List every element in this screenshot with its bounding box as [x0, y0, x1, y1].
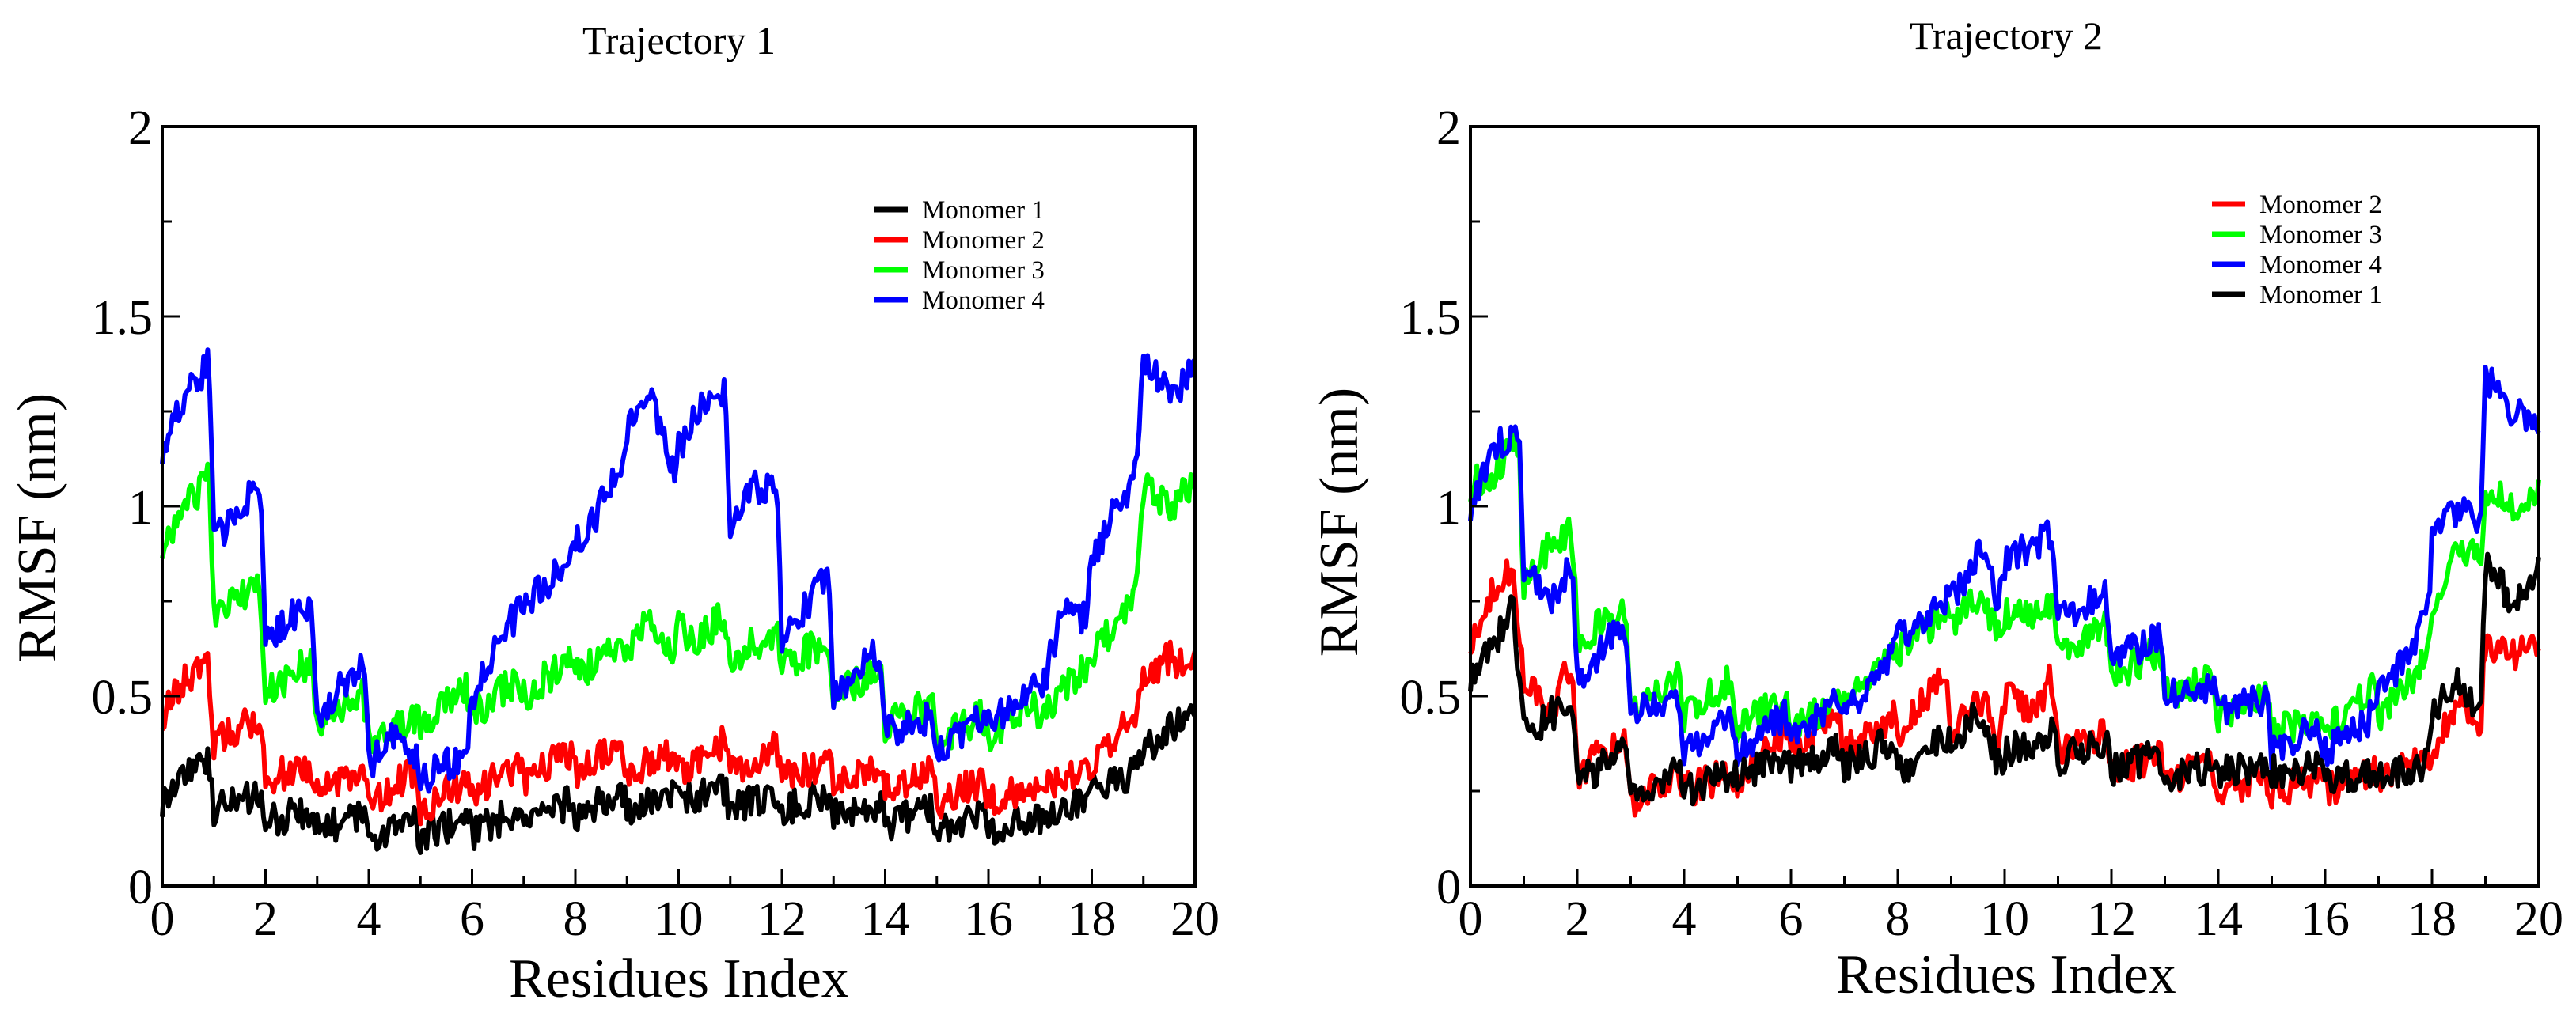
x-tick-label: 4 — [357, 892, 381, 946]
series-line-monomer-3 — [1468, 429, 2541, 752]
x-tick-label: 6 — [460, 892, 484, 946]
x-tick-label: 0 — [150, 892, 175, 946]
x-tick-label: 4 — [1672, 892, 1697, 946]
x-tick-label: 14 — [2194, 892, 2243, 946]
legend-label: Monomer 2 — [2259, 191, 2382, 219]
series-line-monomer-1 — [1468, 551, 2541, 807]
y-tick-label: 2 — [128, 101, 153, 155]
x-axis-label: Residues Index — [1836, 945, 2176, 1005]
x-tick-label: 0 — [1459, 892, 1483, 946]
y-axis-label: RMSF (nm) — [7, 393, 68, 662]
y-tick-label: 1 — [128, 481, 153, 535]
legend-label: Monomer 3 — [2259, 221, 2382, 249]
x-tick-label: 20 — [2514, 892, 2563, 946]
y-tick-label: 0.5 — [1400, 671, 1462, 725]
y-tick-label: 0.5 — [92, 671, 154, 725]
legend-label: Monomer 2 — [922, 226, 1045, 255]
x-tick-label: 14 — [861, 892, 910, 946]
series-line-monomer-4 — [1468, 365, 2541, 771]
x-tick-label: 12 — [757, 892, 806, 946]
y-tick-label: 1.5 — [1400, 291, 1462, 345]
x-tick-label: 18 — [2407, 892, 2456, 946]
ticks-layer: 0 2 4 6 8 10 12 14 16 18 20 0 0.5 1 1.5 2 — [92, 101, 1220, 946]
x-tick-label: 20 — [1170, 892, 1220, 946]
y-tick-label: 1 — [1436, 481, 1461, 535]
legend-label: Monomer 1 — [922, 196, 1045, 225]
series-line-monomer-1 — [160, 703, 1197, 855]
legend-label: Monomer 3 — [922, 256, 1045, 285]
y-tick-label: 2 — [1436, 101, 1461, 155]
series-line-monomer-4 — [160, 347, 1197, 794]
legend-label: Monomer 4 — [2259, 251, 2382, 279]
series-line-monomer-2 — [160, 639, 1197, 827]
chart-panel-trajectory-1: Trajectory 1 RMSF (nm) Residues Index 0 2… — [7, 18, 1220, 1009]
x-tick-label: 16 — [2301, 892, 2350, 946]
x-tick-label: 8 — [1886, 892, 1910, 946]
y-axis-label: RMSF (nm) — [1309, 388, 1370, 657]
y-tick-label: 0 — [1436, 861, 1461, 914]
ticks-layer: 0 2 4 6 8 10 12 14 16 18 20 0 0.5 1 1.5 2 — [1400, 101, 2564, 946]
x-tick-label: 2 — [1565, 892, 1590, 946]
x-tick-label: 10 — [654, 892, 704, 946]
series-layer — [160, 347, 1197, 855]
x-tick-label: 8 — [563, 892, 588, 946]
chart-title: Trajectory 2 — [1910, 13, 2103, 58]
x-tick-label: 2 — [253, 892, 278, 946]
x-tick-label: 6 — [1779, 892, 1804, 946]
x-axis-label: Residues Index — [509, 948, 849, 1009]
y-tick-label: 1.5 — [92, 291, 154, 345]
chart-panel-trajectory-2: Trajectory 2 RMSF (nm) Residues Index 0 2… — [1309, 13, 2563, 1005]
chart-title: Trajectory 1 — [582, 18, 776, 62]
series-layer — [1468, 365, 2541, 818]
x-tick-label: 16 — [964, 892, 1013, 946]
legend-label: Monomer 4 — [922, 286, 1045, 315]
legend-label: Monomer 1 — [2259, 281, 2382, 309]
y-tick-label: 0 — [128, 861, 153, 914]
x-tick-label: 12 — [2087, 892, 2136, 946]
x-tick-label: 18 — [1068, 892, 1117, 946]
x-tick-label: 10 — [1980, 892, 2029, 946]
